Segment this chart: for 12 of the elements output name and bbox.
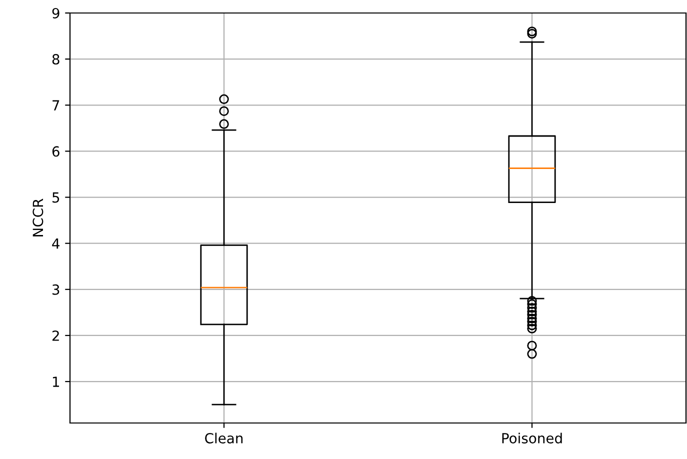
- y-tick-label: 5: [52, 192, 60, 203]
- y-axis-title: NCCR: [32, 198, 44, 236]
- y-tick-label: 6: [52, 146, 60, 157]
- y-tick-label: 4: [52, 238, 60, 249]
- y-tick-label: 3: [52, 284, 60, 295]
- x-tick-label: Poisoned: [502, 432, 562, 444]
- y-tick-label: 2: [52, 330, 59, 341]
- y-tick-label: 7: [52, 100, 60, 110]
- x-tick-label: Clean: [205, 432, 243, 444]
- y-tick-label: 8: [52, 54, 60, 65]
- y-tick-label: 1: [52, 376, 59, 387]
- y-tick-label: 9: [52, 8, 60, 18]
